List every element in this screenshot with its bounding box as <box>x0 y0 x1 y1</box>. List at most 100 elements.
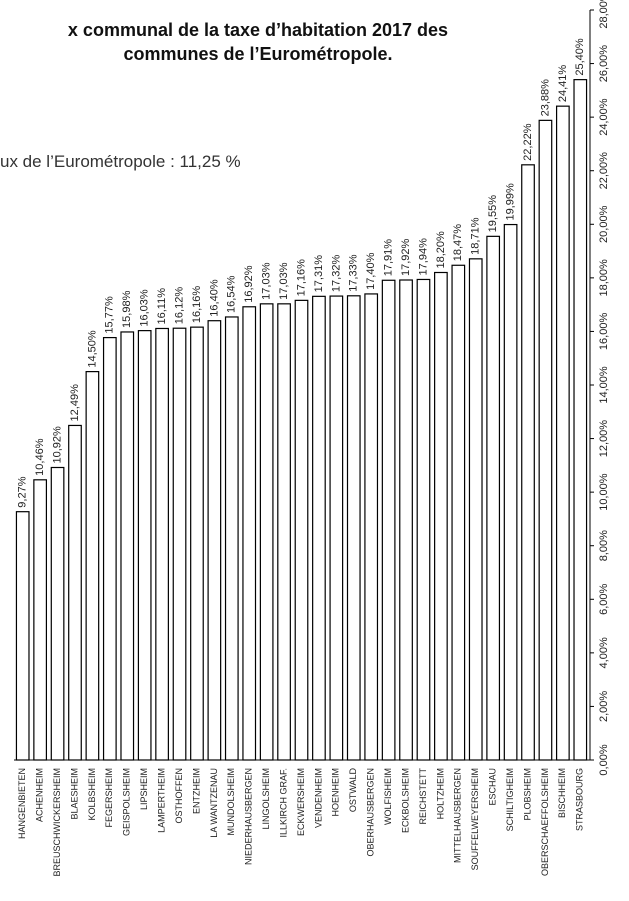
data-label: 15,77% <box>104 296 116 334</box>
data-label: 14,50% <box>86 330 98 368</box>
y-tick-label: 0,00% <box>598 744 610 775</box>
x-tick-label: OSTWALD <box>348 768 358 813</box>
data-label: 17,32% <box>330 255 342 293</box>
chart-title: x communal de la taxe d’habitation 2017 … <box>68 20 448 40</box>
bar <box>555 105 570 761</box>
data-label: 17,03% <box>278 262 290 300</box>
x-tick-label: ESCHAU <box>488 768 498 806</box>
x-tick-label: MITTELHAUSBERGEN <box>453 768 463 863</box>
x-tick-label: LA WANTZENAU <box>209 768 219 838</box>
x-tick-label: HOENHEIM <box>331 768 341 817</box>
x-tick-label: HANGENBIETEN <box>17 768 27 839</box>
y-tick-label: 20,00% <box>598 205 610 243</box>
bar <box>329 295 344 761</box>
bar <box>451 264 466 761</box>
bar <box>468 258 483 761</box>
data-label: 10,46% <box>34 438 46 476</box>
data-label: 16,12% <box>173 287 185 325</box>
x-tick-label: ILLKIRCH GRAF. <box>278 768 288 838</box>
bar <box>312 295 326 761</box>
data-label: 22,22% <box>522 123 534 161</box>
chart-title: communes de l’Eurométropole. <box>123 44 392 64</box>
bar <box>207 320 222 761</box>
data-label: 16,92% <box>243 265 255 303</box>
bar <box>102 336 117 761</box>
bar <box>277 303 291 761</box>
x-tick-label: STRASBOURG <box>575 768 585 831</box>
data-label: 15,98% <box>121 290 133 328</box>
bar <box>15 511 30 761</box>
x-tick-label: BISCHHEIM <box>557 768 567 818</box>
data-label: 17,33% <box>348 254 360 292</box>
bar <box>381 279 396 761</box>
data-label: 18,71% <box>470 217 482 255</box>
data-label: 16,11% <box>156 288 168 325</box>
y-tick-label: 8,00% <box>598 530 610 561</box>
x-tick-label: FEGERSHEIM <box>104 768 114 828</box>
bar <box>50 466 65 761</box>
bar <box>503 223 518 761</box>
bar <box>33 479 48 761</box>
x-tick-label: ENTZHEIM <box>191 768 201 814</box>
bar <box>538 119 553 761</box>
x-tick-label: MUNDOLSHEIM <box>226 768 236 836</box>
bar <box>416 278 431 761</box>
data-label: 19,55% <box>487 195 499 233</box>
bar <box>364 293 379 761</box>
x-tick-label: NIEDERHAUSBERGEN <box>244 768 254 865</box>
data-label: 16,03% <box>139 289 151 327</box>
y-tick-label: 22,00% <box>598 152 610 190</box>
data-label: 19,99% <box>504 183 516 221</box>
y-tick-label: 18,00% <box>598 259 610 297</box>
data-label: 16,40% <box>208 279 220 317</box>
x-tick-label: ACHENHEIM <box>35 768 45 822</box>
bar <box>521 164 535 761</box>
subtitle: ux de l’Eurométropole : 11,25 % <box>0 152 241 171</box>
y-tick-label: 6,00% <box>598 583 610 614</box>
x-tick-label: VENDENHEIM <box>313 768 323 828</box>
x-tick-label: SCHILTIGHEIM <box>505 768 515 831</box>
x-tick-label: SOUFFELWEYERSHEIM <box>470 768 480 870</box>
bar <box>294 299 309 761</box>
x-tick-label: LIPSHEIM <box>139 768 149 810</box>
data-label: 17,40% <box>365 252 377 290</box>
y-tick-label: 28,00% <box>598 0 610 29</box>
data-label: 23,88% <box>539 79 551 117</box>
x-tick-label: ECKBOLSHEIM <box>400 768 410 833</box>
data-label: 16,16% <box>191 286 203 324</box>
bar <box>434 271 448 761</box>
y-tick-label: 26,00% <box>598 45 610 83</box>
x-tick-label: LINGOLSHEIM <box>261 768 271 830</box>
bar <box>172 327 187 761</box>
x-tick-label: BREUSCHWICKERSHEIM <box>52 768 62 877</box>
y-tick-label: 14,00% <box>598 366 610 404</box>
bar <box>224 316 239 761</box>
x-tick-label: HOLTZHEIM <box>435 768 445 819</box>
x-tick-label: PLOBSHEIM <box>522 768 532 821</box>
y-tick-label: 12,00% <box>598 420 610 458</box>
data-label: 9,27% <box>17 476 29 507</box>
data-label: 12,49% <box>69 384 81 422</box>
data-label: 24,41% <box>557 65 569 103</box>
data-label: 17,91% <box>383 239 395 277</box>
data-label: 18,47% <box>452 224 464 262</box>
data-label: 16,54% <box>226 275 238 313</box>
bar <box>155 327 169 761</box>
bar <box>68 424 82 761</box>
bar <box>120 331 135 761</box>
x-tick-label: GEISPOLSHEIM <box>122 768 132 836</box>
bar <box>85 371 100 761</box>
bar <box>242 306 257 761</box>
y-tick-label: 10,00% <box>598 473 610 511</box>
bar <box>486 235 501 761</box>
x-tick-label: KOLBSHEIM <box>87 768 97 821</box>
data-label: 10,92% <box>51 426 63 464</box>
bar <box>259 303 274 761</box>
bar <box>137 330 152 761</box>
bar <box>190 326 204 761</box>
y-tick-label: 24,00% <box>598 98 610 136</box>
data-label: 17,92% <box>400 238 412 276</box>
bar <box>346 295 361 761</box>
bar <box>399 279 413 761</box>
